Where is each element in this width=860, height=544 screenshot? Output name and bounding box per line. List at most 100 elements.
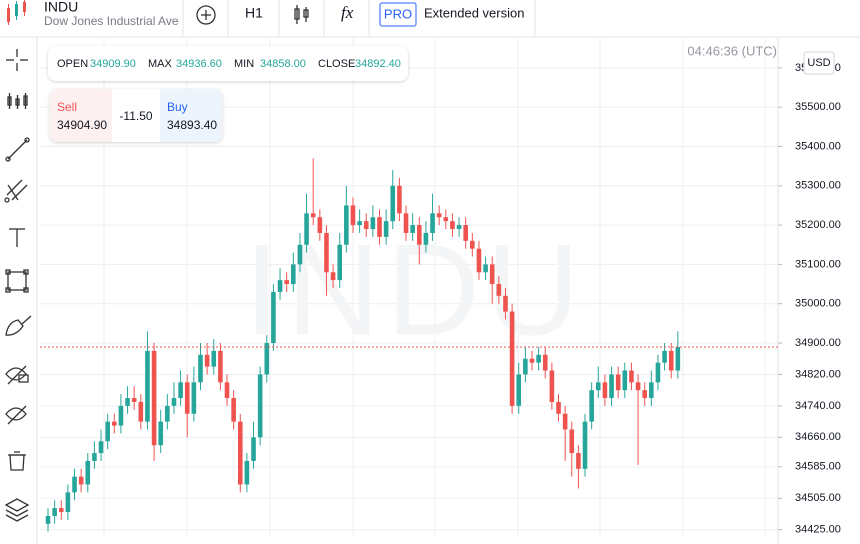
candle-body <box>244 460 250 485</box>
candle-body <box>78 476 84 485</box>
text-tool[interactable] <box>9 228 25 247</box>
ohlc-panel <box>48 46 408 81</box>
candle-body <box>582 421 588 469</box>
candle-body <box>237 421 243 485</box>
shape-tool[interactable] <box>5 269 29 293</box>
candle-body <box>204 354 210 367</box>
candle-body <box>198 354 203 383</box>
pro-badge[interactable] <box>379 2 417 27</box>
candle-body <box>105 421 110 442</box>
candle-body <box>98 441 104 454</box>
y-tick-label: 35500.00 <box>795 101 841 113</box>
candle-body <box>357 221 362 226</box>
max-label: MAX <box>148 58 173 70</box>
candle-body <box>450 221 455 230</box>
candle-body <box>363 221 369 230</box>
candle-body <box>509 311 515 406</box>
chart-type-button[interactable] <box>294 5 309 24</box>
candle-body <box>443 217 449 222</box>
candle-body <box>85 460 91 485</box>
candle-body <box>423 232 429 245</box>
candle-body <box>65 492 71 513</box>
open-label: OPEN <box>57 58 88 70</box>
candle-body <box>337 244 343 281</box>
candle-body <box>403 213 409 233</box>
open-value: 34909.90 <box>90 58 136 70</box>
candle-body <box>523 358 528 375</box>
symbol: INDU <box>44 0 78 15</box>
candle-body <box>277 280 283 292</box>
candles <box>45 158 681 532</box>
candle-body <box>284 280 289 285</box>
brush-tool[interactable] <box>5 315 32 336</box>
candle-body <box>503 295 508 312</box>
candle-body <box>602 382 608 399</box>
compare-button[interactable] <box>196 5 216 25</box>
y-tick-label: 35400.00 <box>795 140 841 152</box>
candle-body <box>470 240 475 249</box>
trendline-tool[interactable] <box>5 137 30 162</box>
candle-body <box>675 346 681 371</box>
delete-tool[interactable] <box>8 451 26 471</box>
candle-body <box>171 398 177 406</box>
candle-body <box>118 405 124 426</box>
candle-body <box>556 401 561 414</box>
min-label: MIN <box>234 58 254 70</box>
candle-body <box>410 225 415 233</box>
sell-price: 34904.90 <box>57 118 107 132</box>
candle-body <box>138 401 144 422</box>
layers-tool[interactable] <box>4 498 30 522</box>
hide-indicators-tool[interactable] <box>5 405 27 425</box>
candle-body <box>489 264 495 285</box>
candle-body <box>324 232 329 273</box>
candles-tool[interactable] <box>7 93 28 109</box>
candle-body <box>218 350 223 383</box>
clock: 04:46:36 (UTC) <box>687 43 777 58</box>
y-tick-label: 34425.00 <box>795 524 841 536</box>
candle-body <box>251 437 256 461</box>
hide-drawings-tool[interactable] <box>5 365 29 385</box>
candle-body <box>635 382 641 391</box>
spread: -11.50 <box>119 109 152 123</box>
candle-body <box>615 374 621 391</box>
close-label: CLOSE <box>318 58 355 70</box>
max-value: 34936.60 <box>176 58 222 70</box>
candle-body <box>436 213 442 218</box>
candle-body <box>350 205 356 226</box>
pro-label: PRO <box>384 6 412 21</box>
candle-body <box>184 382 190 414</box>
candle-body <box>589 390 594 422</box>
candle-body <box>516 374 522 406</box>
candle-body <box>430 213 435 233</box>
candle-body <box>271 291 276 344</box>
candle-body <box>92 453 97 461</box>
y-tick-label: 34740.00 <box>795 400 841 412</box>
y-tick-label: 34900.00 <box>795 337 841 349</box>
candle-body <box>655 362 661 383</box>
buy-price: 34893.40 <box>167 118 217 132</box>
y-tick-label: 34585.00 <box>795 461 841 473</box>
candle-body <box>390 185 396 222</box>
extended-version[interactable]: Extended version <box>424 5 524 20</box>
y-tick-label: 34660.00 <box>795 431 841 443</box>
sell-button[interactable] <box>50 89 112 142</box>
candle-body <box>576 453 581 469</box>
candle-body <box>662 350 667 363</box>
candle-body <box>609 374 614 399</box>
candle-body <box>264 343 270 375</box>
candle-body <box>178 382 183 399</box>
buy-button[interactable] <box>160 89 222 142</box>
candle-body <box>58 508 64 513</box>
price-axis: 34425.00 34505.00 34585.00 34660.00 34740.00… <box>778 62 841 536</box>
fib-tool[interactable] <box>4 179 28 203</box>
candle-body <box>297 244 303 265</box>
interval-button[interactable]: H1 <box>245 5 263 21</box>
candle-body <box>304 213 309 245</box>
candle-body <box>668 350 674 371</box>
crosshair-tool[interactable] <box>6 49 28 71</box>
candle-body <box>145 350 150 422</box>
watermark: INDU <box>244 216 586 362</box>
candle-body <box>529 358 535 363</box>
indicators-button[interactable]: fx <box>341 3 354 22</box>
currency-button[interactable] <box>803 51 835 75</box>
